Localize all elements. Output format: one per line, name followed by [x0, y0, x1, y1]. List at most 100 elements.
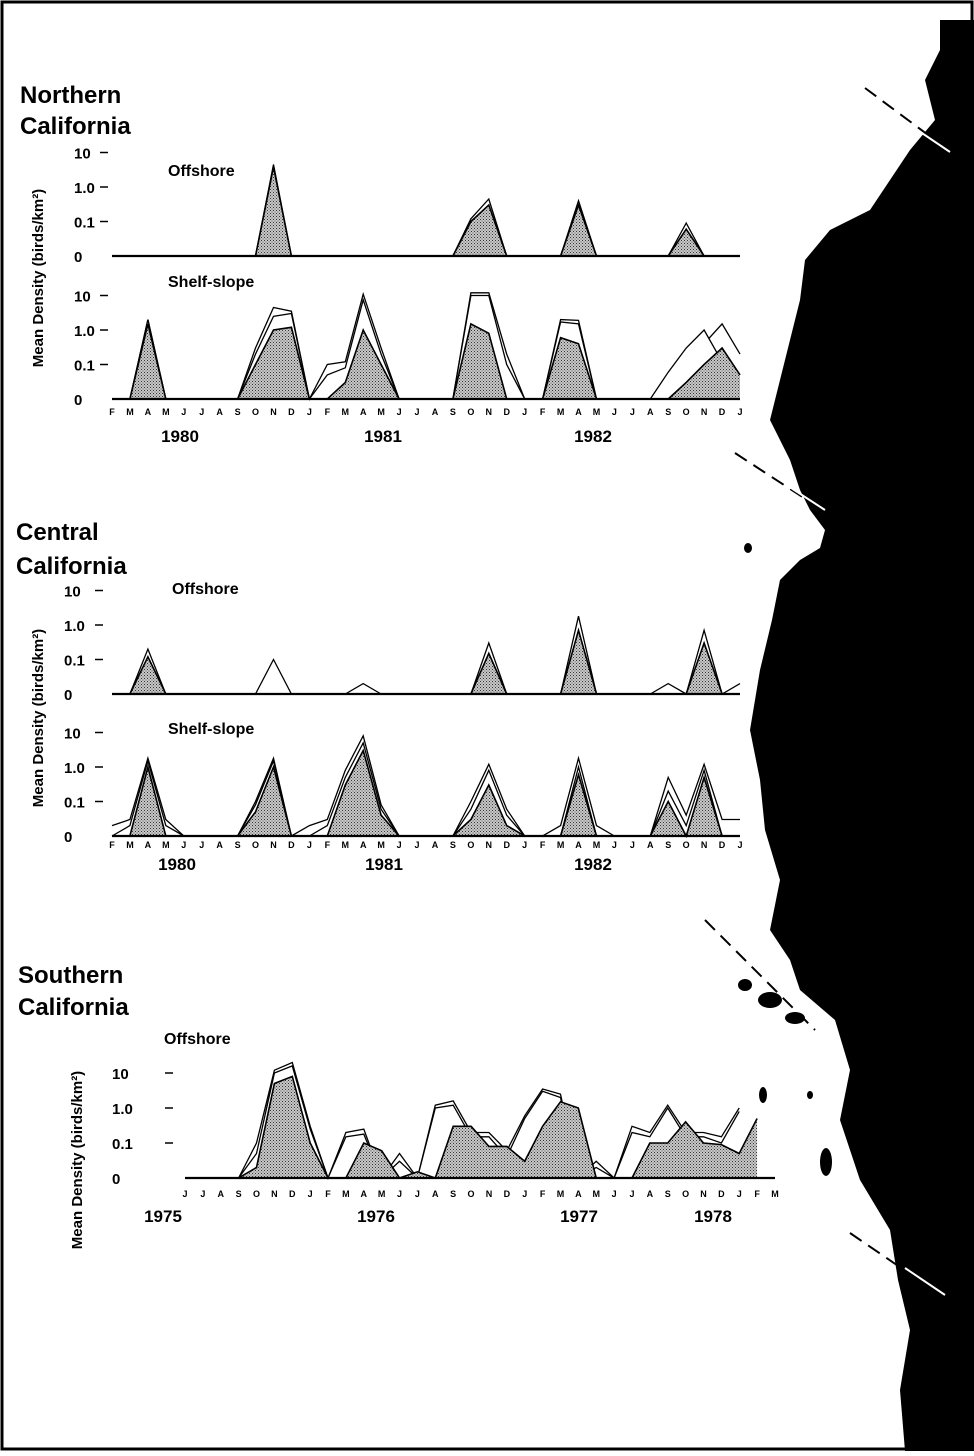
series-line [112, 291, 741, 401]
month-tick-label: F [109, 407, 115, 417]
month-tick-label: J [199, 407, 204, 417]
year-label: 1982 [574, 427, 612, 446]
month-tick-label: J [522, 1189, 527, 1199]
region-title-south-line1: Southern [18, 962, 123, 989]
island-6 [807, 1091, 813, 1099]
month-tick-label: A [432, 840, 439, 850]
year-label: 1981 [365, 855, 403, 874]
month-tick-label: J [307, 840, 312, 850]
month-tick-label: M [377, 407, 385, 417]
month-tick-label: M [126, 407, 134, 417]
series-line [111, 741, 740, 837]
series-line [111, 733, 740, 838]
month-tick-label: N [701, 407, 708, 417]
island-8 [820, 1148, 832, 1176]
month-tick-label: O [468, 1189, 475, 1199]
month-tick-label: A [218, 1189, 225, 1199]
series-line [112, 616, 741, 695]
month-tick-label: D [718, 1189, 725, 1199]
month-tick-label: O [683, 407, 690, 417]
month-tick-label: S [665, 407, 671, 417]
series-area [112, 630, 740, 694]
month-tick-label: F [540, 1189, 546, 1199]
panel-0-1: Shelf-slope 10 1.0 0.1 0 [74, 274, 741, 409]
month-tick-label: O [682, 1189, 689, 1199]
month-tick-label: D [288, 840, 295, 850]
month-tick-label: M [126, 840, 134, 850]
month-tick-label: D [503, 407, 510, 417]
y-tick-label: 0.1 [64, 653, 85, 670]
month-tick-label: S [450, 407, 456, 417]
month-tick-label: J [415, 1189, 420, 1199]
panel-0-0: Offshore 10 1.0 0.1 0 [74, 146, 740, 266]
region-title-north-line2: California [20, 113, 131, 140]
y-tick-label: 10 [64, 726, 81, 743]
ylabel-central: Mean Density (birds/km²) [30, 629, 47, 807]
month-tick-label: M [342, 1189, 350, 1199]
series-area [112, 616, 740, 694]
month-tick-label: O [253, 1189, 260, 1199]
y-tick-label: 10 [64, 584, 81, 601]
month-tick-label: N [486, 840, 493, 850]
year-label: 1980 [161, 427, 199, 446]
month-tick-label: M [342, 840, 350, 850]
month-tick-label: J [612, 1189, 617, 1199]
y-tick-label: 10 [74, 146, 91, 163]
series-line [112, 166, 740, 257]
month-tick-label: J [182, 1189, 187, 1199]
y-tick-label: 1.0 [74, 323, 95, 340]
month-tick-label: F [540, 840, 546, 850]
series-area [112, 295, 723, 399]
month-tick-label: F [325, 840, 331, 850]
series-area [112, 750, 740, 836]
panel-2-0: Offshore 10 1.0 0.1 0 [112, 1031, 775, 1188]
month-tick-label: S [665, 840, 671, 850]
series-line [112, 627, 740, 695]
month-tick-label: J [181, 840, 186, 850]
y-tick-label: 0.1 [74, 215, 95, 232]
month-tick-label: J [737, 1189, 742, 1199]
region-title-central-line1: Central [16, 519, 99, 546]
y-tick-label: 0 [64, 829, 72, 846]
month-tick-label: A [360, 840, 367, 850]
series-area [112, 742, 740, 836]
california-coastline [750, 20, 974, 1451]
series-line [112, 294, 723, 401]
month-tick-label: M [377, 840, 385, 850]
month-tick-label: O [683, 840, 690, 850]
month-tick-label: M [557, 840, 565, 850]
month-tick-label: M [162, 407, 170, 417]
panel-label: Shelf-slope [168, 721, 254, 738]
month-tick-label: J [612, 840, 617, 850]
month-tick-label: J [629, 1189, 634, 1199]
month-tick-label: O [252, 840, 259, 850]
month-tick-label: M [342, 407, 350, 417]
month-tick-label: J [308, 1189, 313, 1199]
month-tick-label: J [522, 840, 527, 850]
region-title-north-line1: Northern [20, 82, 121, 109]
month-tick-label: F [325, 407, 331, 417]
y-tick-label: 10 [112, 1066, 129, 1083]
y-tick-label: 1.0 [74, 180, 95, 197]
month-tick-label: D [719, 407, 726, 417]
month-tick-label: A [647, 407, 654, 417]
y-tick-label: 0.1 [112, 1136, 133, 1153]
month-tick-label: M [162, 840, 170, 850]
month-tick-label: S [235, 407, 241, 417]
month-tick-label: M [557, 407, 565, 417]
month-tick-label: J [181, 407, 186, 417]
month-tick-label: J [397, 407, 402, 417]
panel-1-1: Shelf-slope 10 1.0 0.1 0 [64, 721, 740, 846]
month-tick-label: N [270, 407, 277, 417]
month-tick-label: J [199, 840, 204, 850]
panel-label: Offshore [172, 581, 239, 598]
month-tick-label: A [575, 840, 582, 850]
y-tick-label: 10 [74, 289, 91, 306]
y-tick-label: 0 [74, 249, 82, 266]
boundary-north [864, 87, 956, 156]
month-tick-label: S [450, 840, 456, 850]
